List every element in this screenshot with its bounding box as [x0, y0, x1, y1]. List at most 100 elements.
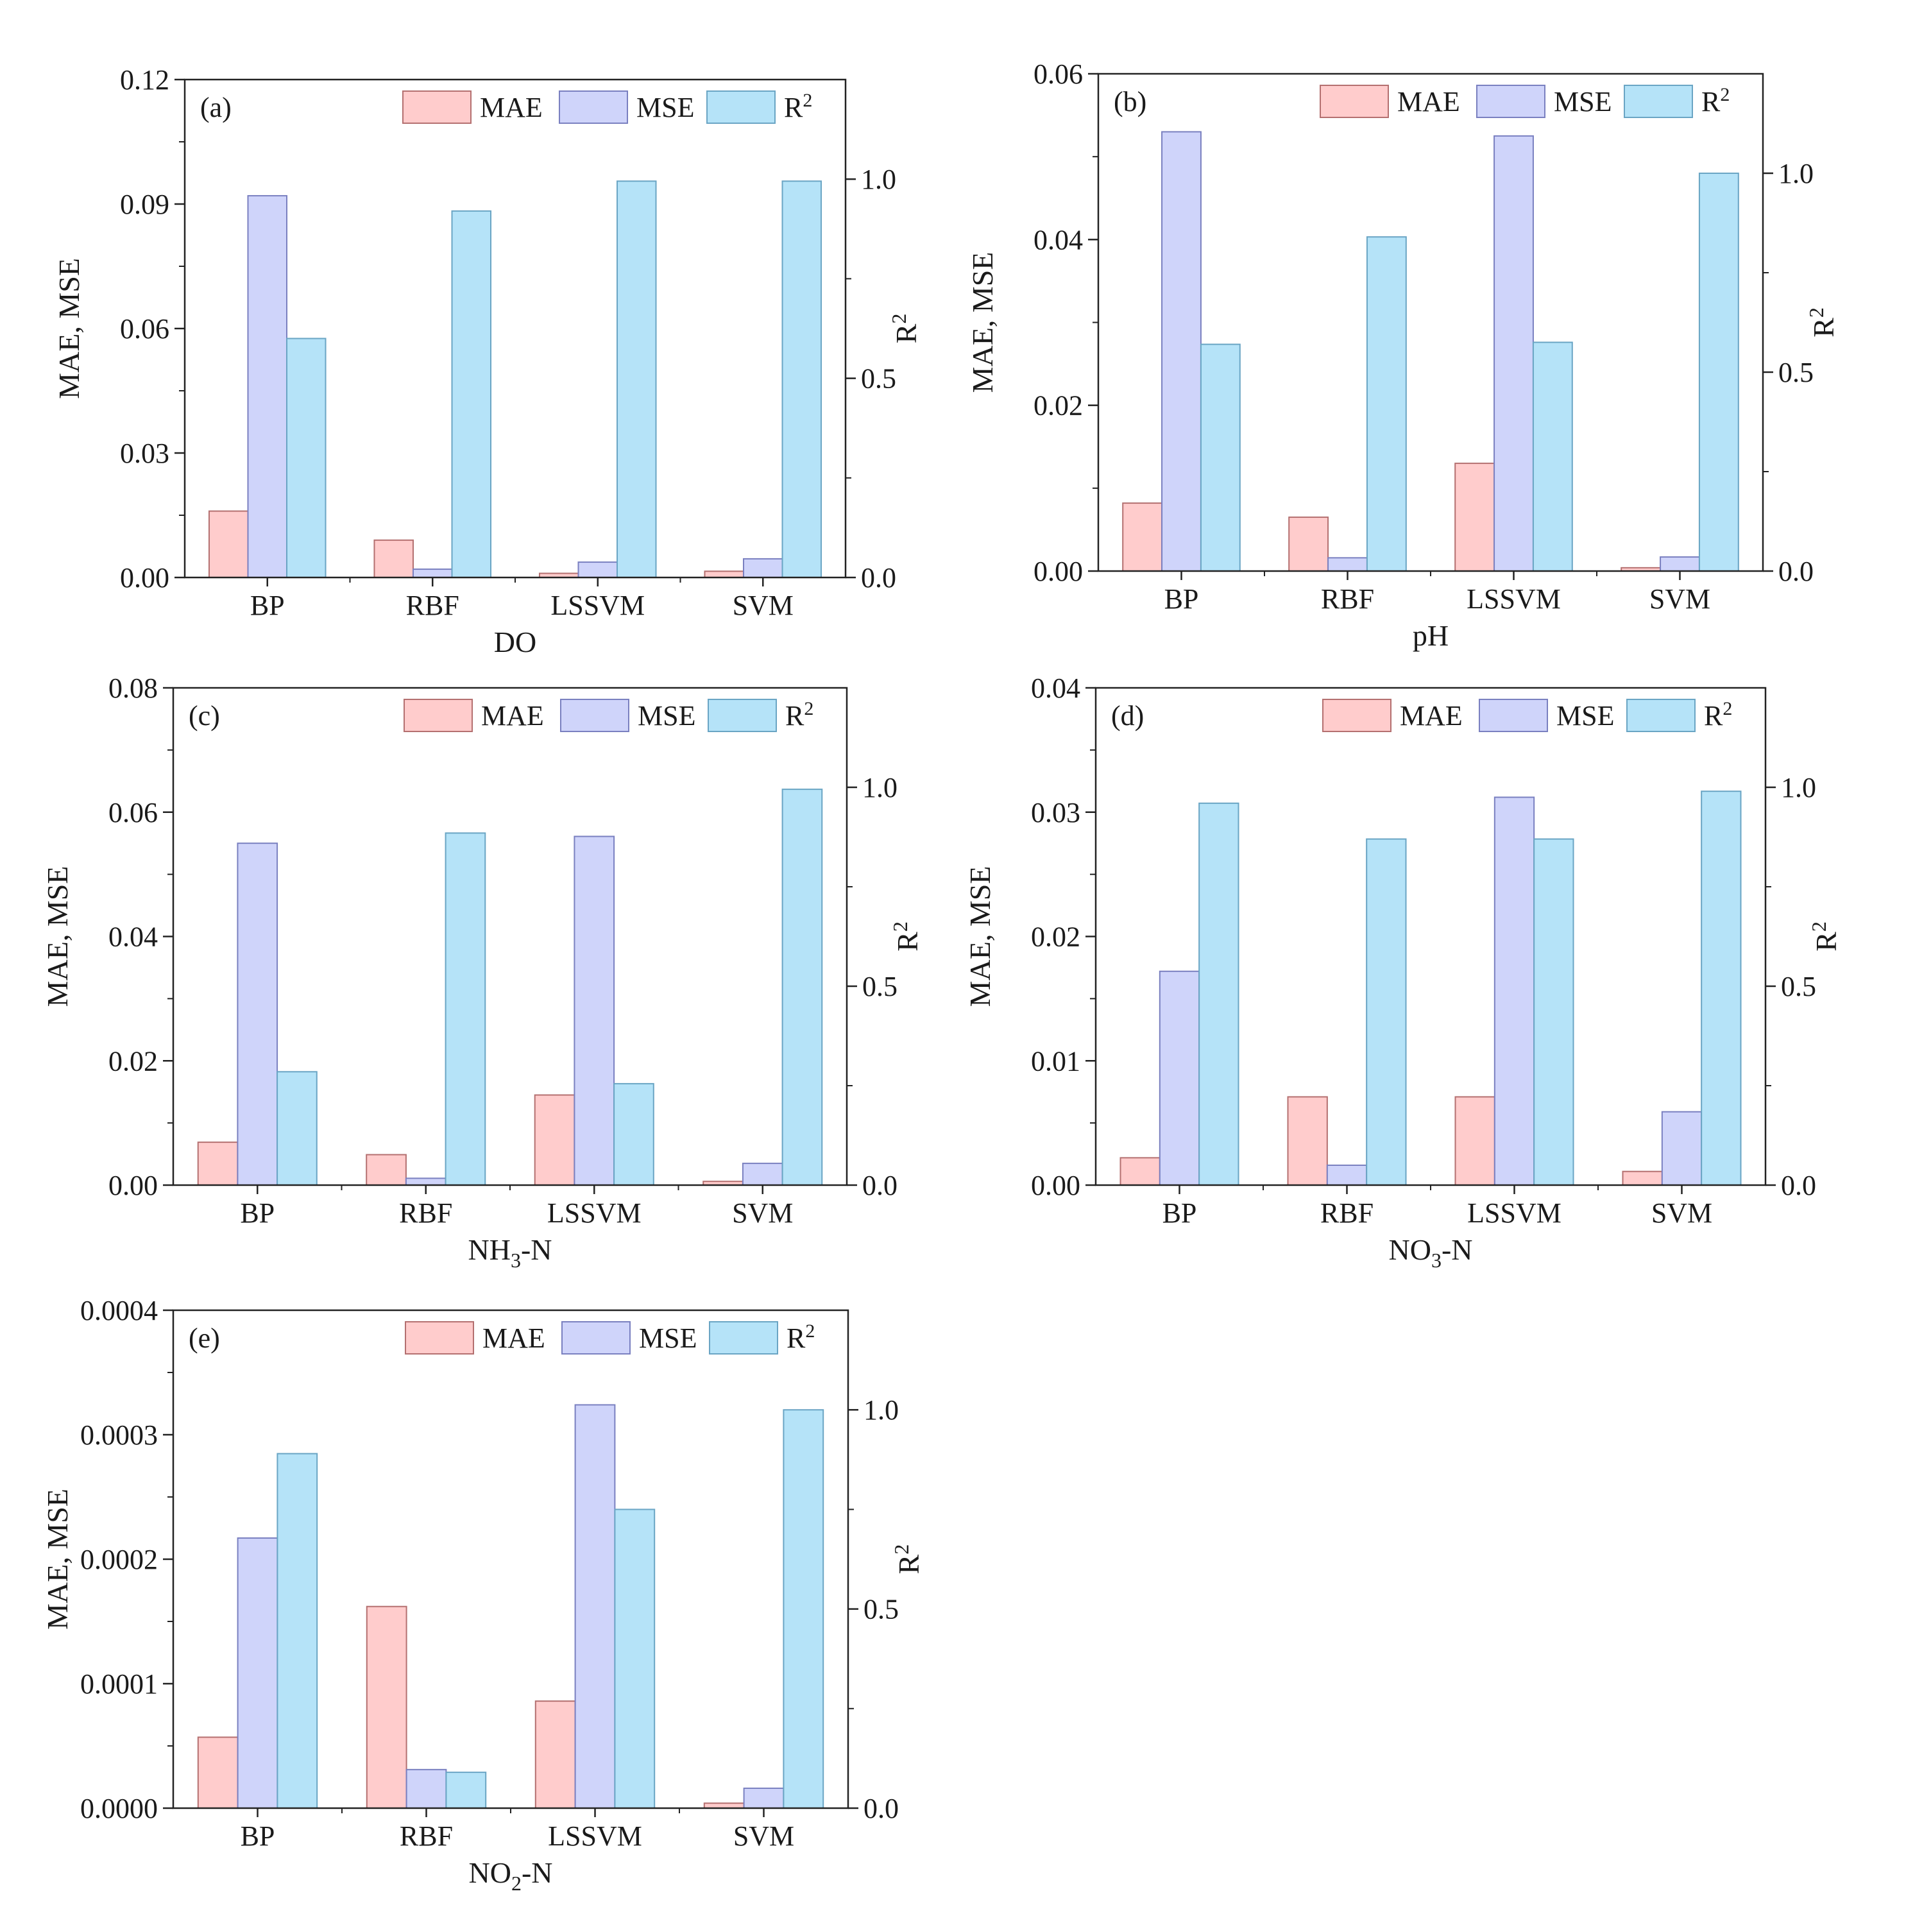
chart-panel-1: 0.00 0.03 0.06 0.09 0.12 0.0 0.5 1.0 BP RBF LSSVM S… [53, 64, 923, 658]
right-tick-label: 0.5 [862, 971, 898, 1002]
category-label-svm: SVM [1651, 1197, 1712, 1229]
legend-label-superscript: 2 [1720, 84, 1730, 105]
right-tick-label: 1.0 [861, 164, 896, 195]
legend-label-text: MSE [638, 700, 695, 731]
bar-mse-rbf [1327, 557, 1368, 572]
legend-label-mae: MAE [1397, 86, 1460, 117]
category-label-bp: BP [240, 1197, 275, 1229]
legend-label-superscript: 2 [805, 1321, 815, 1342]
y-axis-label-right-main: R [1807, 318, 1840, 338]
right-tick-label: 0.0 [861, 562, 896, 594]
x-axis-label-main: DO [494, 626, 536, 658]
y-axis-label-right: R2 [890, 1544, 925, 1575]
bar-mse-svm [743, 1787, 785, 1809]
category-label-svm: SVM [733, 590, 794, 621]
bar-r2-rbf [451, 210, 492, 578]
bar-r2-svm [1701, 791, 1742, 1186]
x-axis-label: pH [1413, 619, 1449, 652]
y-axis-label-left: MAE, MSE [53, 258, 85, 399]
right-tick-label: 0.5 [1781, 971, 1816, 1002]
x-axis-label-tail: -N [521, 1233, 552, 1266]
bar-r2-rbf [1366, 838, 1407, 1186]
bar-mse-rbf [412, 568, 453, 578]
left-tick-label: 0.06 [108, 797, 158, 828]
category-label-bp: BP [241, 1820, 275, 1852]
bar-mae-svm [704, 570, 744, 578]
bar-mse-lssvm [574, 835, 615, 1186]
bar-mae-lssvm [1454, 463, 1495, 572]
y-axis-label-right-main: R [890, 323, 923, 343]
chart-panel-2: 0.00 0.02 0.04 0.06 0.0 0.5 1.0 BP RBF LSSVM SVM pH… [966, 58, 1840, 652]
legend-swatch-mae [402, 90, 472, 124]
left-tick-label: 0.03 [1031, 797, 1080, 828]
bar-mae-lssvm [534, 1094, 575, 1186]
chart-panel-3: 0.00 0.02 0.04 0.06 0.08 0.0 0.5 1.0 BP RBF LSSVM S… [41, 672, 924, 1272]
bar-mse-lssvm [574, 1404, 616, 1809]
left-tick-label: 0.08 [108, 672, 158, 704]
bar-mae-rbf [1287, 1096, 1328, 1186]
category-label-svm: SVM [733, 1820, 794, 1852]
left-tick-label: 0.12 [120, 64, 169, 96]
left-tick-label: 0.06 [120, 313, 169, 345]
y-axis-label-right-superscript: 2 [889, 921, 912, 932]
left-tick-label: 0.01 [1031, 1045, 1080, 1077]
y-axis-label-right: R2 [1807, 921, 1842, 952]
left-tick-label: 0.0003 [80, 1419, 158, 1451]
x-axis-label-subscript: 3 [511, 1249, 521, 1272]
right-tick-label: 0.0 [1778, 556, 1814, 587]
legend-label-r2: R2 [1701, 84, 1730, 117]
x-axis-label: DO [494, 626, 536, 658]
bar-mae-lssvm [1454, 1096, 1495, 1186]
legend-label-r2: R2 [1704, 698, 1732, 731]
left-tick-label: 0.00 [1034, 556, 1083, 587]
legend-label-text: R [1701, 86, 1721, 117]
x-axis-label-main: NO [469, 1856, 511, 1889]
bar-r2-rbf [1366, 236, 1407, 572]
bar-mse-bp [237, 1537, 278, 1809]
right-tick-label: 0.5 [861, 363, 896, 395]
left-tick-label: 0.0000 [80, 1793, 158, 1824]
y-axis-label-right: R2 [889, 921, 924, 952]
bar-mse-svm [1660, 556, 1700, 572]
legend-swatch-mae [404, 699, 473, 732]
bar-mae-bp [1122, 502, 1163, 572]
left-tick-label: 0.0001 [80, 1668, 158, 1700]
left-tick-label: 0.0002 [80, 1544, 158, 1575]
panel-tag: (c) [189, 700, 220, 731]
legend: MAE MSE R2 [405, 1321, 815, 1355]
y-axis-label-right: R2 [887, 314, 923, 344]
y-axis-label-right-superscript: 2 [1805, 307, 1828, 318]
bar-mae-bp [197, 1736, 239, 1809]
category-label-lssvm: LSSVM [548, 1820, 642, 1852]
y-axis-label-right-main: R [891, 932, 924, 952]
legend-label-r2: R2 [784, 90, 812, 123]
category-label-lssvm: LSSVM [547, 1197, 642, 1229]
left-tick-label: 0.04 [1031, 672, 1080, 704]
legend: MAE MSE R2 [404, 698, 813, 732]
bar-r2-bp [286, 338, 327, 579]
left-tick-label: 0.02 [1031, 921, 1080, 953]
category-label-lssvm: LSSVM [1467, 1197, 1561, 1229]
legend-label-superscript: 2 [803, 90, 812, 111]
bar-r2-lssvm [1533, 838, 1574, 1186]
legend-label-mse: MSE [1556, 700, 1614, 731]
legend-swatch-mae [1320, 85, 1389, 118]
category-label-bp: BP [1164, 583, 1199, 615]
bar-r2-svm [1698, 173, 1739, 572]
bar-mse-svm [1661, 1111, 1703, 1186]
legend-swatch-mse [560, 699, 629, 732]
legend-label-text: MSE [1554, 86, 1612, 117]
legend-label-r2: R2 [787, 1321, 815, 1354]
bar-mse-lssvm [1493, 796, 1535, 1186]
bar-mae-bp [197, 1141, 239, 1186]
bar-mae-rbf [366, 1605, 407, 1809]
legend-swatch-r2 [708, 699, 777, 732]
panel-tag: (d) [1111, 700, 1144, 731]
panel-tag: (b) [1114, 86, 1146, 117]
category-label-svm: SVM [732, 1197, 793, 1229]
bar-mse-bp [247, 195, 288, 579]
right-tick-label: 1.0 [864, 1394, 899, 1426]
legend-label-mae: MAE [482, 1322, 545, 1354]
bar-r2-rbf [445, 1772, 487, 1809]
